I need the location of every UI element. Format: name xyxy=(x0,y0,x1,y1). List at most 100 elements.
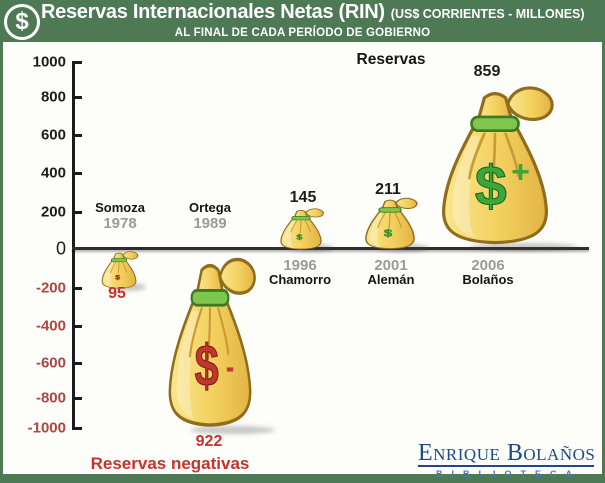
money-bag-bolaños: $ + xyxy=(442,86,554,245)
y-tick-400 xyxy=(72,172,82,175)
y-tick-600 xyxy=(72,134,82,137)
logo-brand-name: Enrique Bolaños xyxy=(418,440,596,467)
dollar-sign: $ xyxy=(384,227,392,239)
y-tick-label-400: 400 xyxy=(40,164,66,182)
y-tick-label-0: 0 xyxy=(55,238,66,259)
bag-shadow xyxy=(469,243,579,251)
leader-label-chamorro: Chamorro xyxy=(268,272,332,287)
year-label-1996: 1996 xyxy=(283,257,317,274)
bag-gather xyxy=(195,263,225,297)
bag-fold xyxy=(290,220,298,233)
y-tick-label-1000: 1000 xyxy=(32,53,66,71)
bag-body xyxy=(365,209,415,250)
leader-label-alemán: Alemán xyxy=(367,272,415,287)
bag-tuft xyxy=(218,257,256,295)
bag-band xyxy=(291,216,311,221)
bag-fold xyxy=(504,132,520,178)
y-tick-1000 xyxy=(72,61,82,64)
bag-gather xyxy=(381,199,399,210)
bag-band xyxy=(110,258,128,263)
y-tick-200 xyxy=(72,211,82,214)
dollar-sign-modifier: + xyxy=(511,154,530,190)
money-bag-somoza: $ xyxy=(101,251,139,289)
header: $ Reservas Internacionales Netas (RIN) (U… xyxy=(0,0,605,42)
y-tick--1000 xyxy=(72,427,82,430)
y-tick-label--400: -400 xyxy=(35,317,66,335)
bag-fold xyxy=(207,307,212,360)
zero-baseline xyxy=(72,247,589,250)
bag-tuft xyxy=(122,251,139,260)
bag-tuft xyxy=(506,86,554,122)
bag-gather xyxy=(476,92,514,123)
year-label-1978: 1978 xyxy=(103,215,137,232)
year-label-1989: 1989 xyxy=(193,215,227,232)
y-tick--200 xyxy=(72,287,82,290)
logo-brand-sub: BIBLIOTECA xyxy=(436,469,581,479)
y-tick-label-200: 200 xyxy=(40,203,66,221)
y-tick-label--200: -200 xyxy=(35,279,66,297)
bag-body xyxy=(280,217,322,250)
bag-fold xyxy=(491,132,497,182)
value-label-somoza: 95 xyxy=(108,285,126,302)
y-tick-label--800: -800 xyxy=(35,389,66,407)
bag-body xyxy=(442,121,548,245)
bag-tuft xyxy=(305,208,324,218)
bag-shadow xyxy=(378,244,429,252)
bag-body xyxy=(101,259,137,289)
units-label: (US$ CORRIENTES - MILLONES) xyxy=(390,7,585,21)
money-bag-alemán: $ xyxy=(365,197,418,250)
y-tick--400 xyxy=(72,325,82,328)
bag-band xyxy=(470,115,520,132)
bag-gather xyxy=(112,252,126,260)
bag-fold xyxy=(394,212,402,228)
value-label-alemán: 211 xyxy=(375,181,401,198)
bag-tuft xyxy=(395,197,418,210)
value-label-chamorro: 145 xyxy=(289,189,317,206)
y-tick--600 xyxy=(72,362,82,365)
y-tick-label--1000: -1000 xyxy=(27,419,66,437)
bag-body xyxy=(168,295,252,427)
year-label-2006: 2006 xyxy=(471,257,505,274)
dollar-coin-icon: $ xyxy=(4,4,40,40)
value-label-ortega: 922 xyxy=(195,433,223,450)
value-label-bolaños: 859 xyxy=(473,63,501,80)
negative-reserves-note: Reservas negativas xyxy=(90,454,250,473)
y-tick-label-800: 800 xyxy=(40,88,66,106)
bag-fold xyxy=(122,262,128,273)
money-bag-ortega: $ - xyxy=(168,257,256,427)
bag-fold xyxy=(468,132,486,180)
y-tick-800 xyxy=(72,96,82,99)
bag-fold xyxy=(304,220,311,233)
y-axis-line xyxy=(72,61,75,429)
y-tick-label--600: -600 xyxy=(35,354,66,372)
bag-fold xyxy=(377,212,386,229)
page-subtitle: AL FINAL DE CADA PERÍODO DE GOBIERNO xyxy=(174,27,431,39)
bag-shadow xyxy=(190,426,275,434)
library-logo: Enrique Bolaños BIBLIOTECA xyxy=(418,440,596,479)
bag-fold xyxy=(299,220,302,234)
leader-label-somoza: Somoza xyxy=(95,200,145,215)
bag-fold xyxy=(217,307,230,356)
dollar-sign: $ xyxy=(195,332,219,398)
money-bag-chamorro: $ xyxy=(280,208,324,250)
bag-band xyxy=(190,289,230,307)
page-title: Reservas Internacionales Netas (RIN) xyxy=(41,1,385,23)
dollar-sign: $ xyxy=(115,274,121,281)
title-row: Reservas Internacionales Netas (RIN) (US$… xyxy=(41,1,585,24)
chart-title: Reservas xyxy=(356,51,426,68)
bag-fold xyxy=(117,262,120,274)
leader-label-bolaños: Bolaños xyxy=(462,272,514,287)
leader-label-ortega: Ortega xyxy=(189,200,231,215)
bag-gather xyxy=(293,209,309,218)
dollar-sign: $ xyxy=(296,233,302,241)
bag-band xyxy=(378,207,402,213)
y-tick--800 xyxy=(72,397,82,400)
bag-fold xyxy=(110,262,116,274)
year-label-2001: 2001 xyxy=(374,257,408,274)
bag-fold xyxy=(188,307,203,358)
bag-fold xyxy=(388,212,391,229)
dollar-sign-modifier: - xyxy=(226,349,234,387)
y-tick-label-600: 600 xyxy=(40,126,66,144)
dollar-sign: $ xyxy=(475,155,507,219)
